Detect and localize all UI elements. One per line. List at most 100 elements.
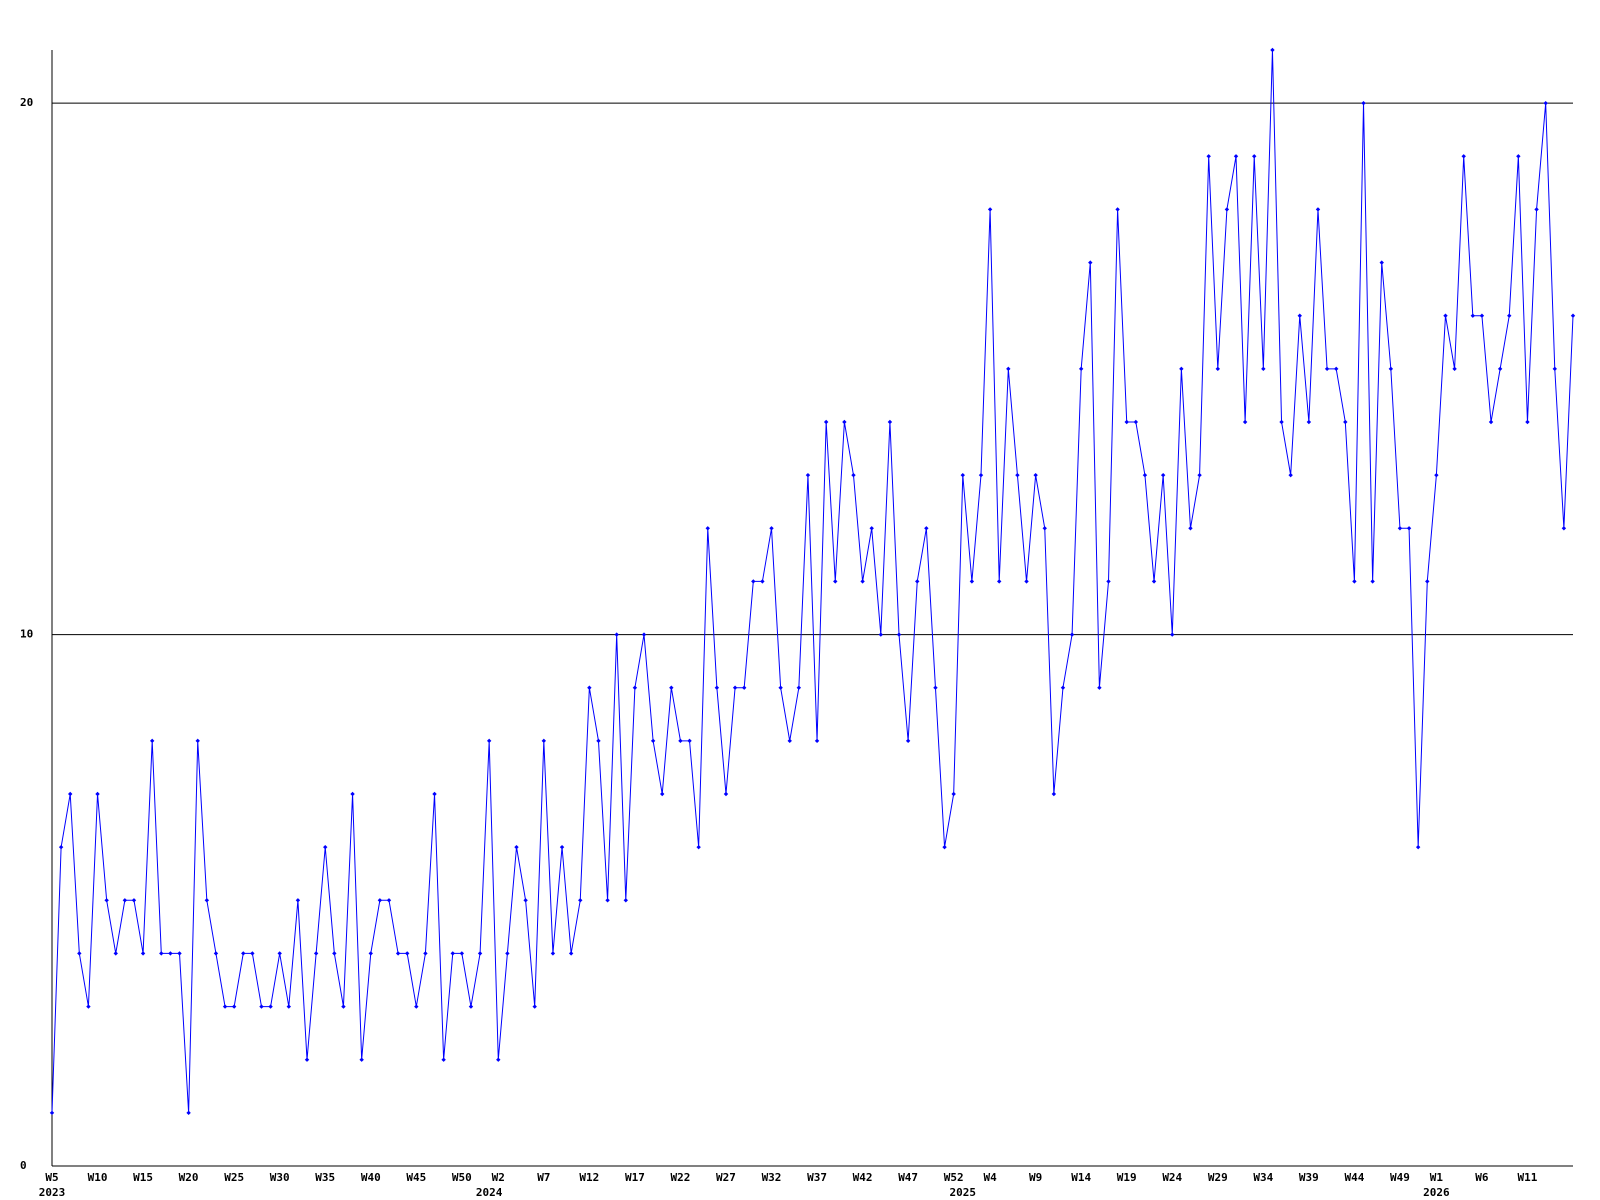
data-point	[1415, 844, 1421, 850]
data-point	[578, 898, 583, 903]
data-point	[842, 419, 847, 425]
data-point	[113, 951, 118, 956]
x-tick-label: W47	[898, 1171, 918, 1184]
data-point	[1078, 366, 1084, 372]
data-point	[1297, 313, 1302, 318]
data-point	[1452, 366, 1457, 372]
data-point	[1133, 419, 1139, 425]
data-point	[614, 632, 619, 637]
y-tick-label: 10	[20, 628, 33, 641]
x-tick-label: W22	[670, 1171, 690, 1184]
data-point	[405, 951, 410, 956]
data-point	[1115, 207, 1120, 212]
data-point	[95, 791, 100, 797]
data-line	[51, 49, 1574, 1113]
data-point	[1233, 154, 1239, 159]
x-tick-label: W29	[1208, 1171, 1228, 1184]
data-point	[1142, 472, 1148, 478]
data-point	[222, 1004, 228, 1009]
data-point	[1224, 207, 1230, 212]
data-point	[559, 844, 565, 850]
data-point	[696, 844, 701, 850]
data-point	[705, 526, 710, 531]
data-point	[796, 685, 802, 690]
x-tick-label: W11	[1518, 1171, 1538, 1184]
x-tick-label: W10	[88, 1171, 108, 1184]
data-point	[486, 738, 492, 744]
data-point	[1379, 260, 1384, 265]
x-tick-label: W32	[762, 1171, 782, 1184]
data-point	[286, 1004, 292, 1009]
x-tick-label: W34	[1253, 1171, 1273, 1184]
x-tick-label: W44	[1344, 1171, 1364, 1184]
x-tick-label: W37	[807, 1171, 827, 1184]
data-point	[1160, 472, 1166, 478]
data-point	[778, 685, 783, 690]
data-point	[423, 951, 428, 956]
data-point	[660, 791, 665, 797]
data-point	[997, 579, 1002, 584]
x-tick-label: W15	[133, 1171, 153, 1184]
data-point	[304, 1057, 310, 1062]
data-point	[1525, 419, 1530, 425]
x-tick-label: W27	[716, 1171, 736, 1184]
data-point	[978, 472, 984, 478]
data-point	[414, 1004, 419, 1009]
data-point	[987, 207, 993, 212]
data-point	[869, 526, 874, 531]
x-tick-label: W50	[452, 1171, 472, 1184]
data-point	[1324, 366, 1330, 372]
data-point	[1024, 579, 1029, 584]
data-point	[277, 951, 282, 956]
x-tick-label: W24	[1162, 1171, 1182, 1184]
data-point	[149, 738, 155, 744]
data-point	[1279, 419, 1284, 425]
data-point	[268, 1004, 273, 1009]
data-point	[477, 951, 483, 956]
data-point	[1388, 366, 1394, 372]
data-point	[341, 1004, 346, 1009]
data-point	[1270, 47, 1275, 53]
data-point	[1151, 579, 1157, 584]
data-point	[769, 526, 774, 531]
data-point	[250, 951, 255, 956]
data-point	[77, 951, 82, 956]
data-point	[723, 791, 729, 797]
x-tick-label: W5	[45, 1171, 58, 1184]
data-point	[1561, 526, 1567, 531]
data-point	[1552, 366, 1557, 372]
data-point	[1033, 472, 1038, 478]
data-point	[514, 844, 519, 850]
data-point	[1069, 632, 1075, 637]
data-point	[714, 685, 720, 690]
data-point	[1051, 791, 1057, 797]
data-point	[1370, 579, 1375, 584]
x-year-label: 2025	[950, 1186, 977, 1199]
data-point	[1315, 207, 1321, 212]
data-point	[295, 898, 301, 903]
x-tick-label: W30	[270, 1171, 290, 1184]
data-point	[496, 1057, 501, 1062]
data-point	[805, 472, 811, 478]
data-point	[1170, 632, 1175, 637]
data-point	[177, 951, 182, 956]
data-point	[1197, 472, 1202, 478]
data-point	[359, 1057, 364, 1062]
data-point	[1088, 260, 1093, 265]
x-tick-label: W2	[492, 1171, 505, 1184]
data-point	[596, 738, 601, 744]
data-point	[1497, 366, 1503, 372]
data-point	[1242, 419, 1248, 425]
data-point	[641, 632, 647, 637]
x-tick-label: W49	[1390, 1171, 1410, 1184]
data-point	[860, 579, 865, 584]
data-point	[650, 738, 656, 744]
x-tick-label: W14	[1071, 1171, 1091, 1184]
data-point	[942, 844, 947, 850]
data-point	[951, 791, 956, 797]
data-point	[1352, 579, 1357, 584]
data-point	[1443, 313, 1448, 318]
data-point	[732, 685, 738, 690]
data-point	[1343, 419, 1348, 425]
data-point	[1124, 419, 1129, 425]
